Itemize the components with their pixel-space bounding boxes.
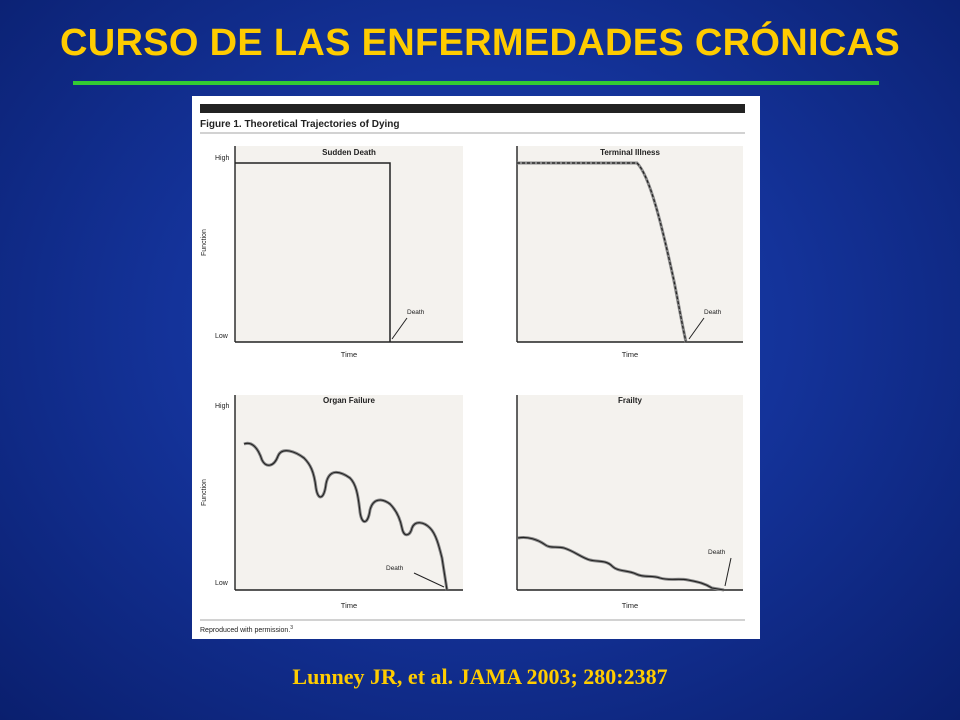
panel-background: [235, 395, 463, 590]
death-label: Death: [704, 309, 722, 316]
y-axis-label: Function: [201, 229, 208, 256]
y-high-label: High: [215, 403, 230, 410]
figure-header-bar: [200, 104, 745, 113]
panel-title: Terminal Illness: [600, 148, 660, 157]
death-label: Death: [386, 565, 404, 572]
panel-title: Frailty: [618, 396, 643, 405]
panel-organ-failure: Organ Failure High Low Function Time Dea…: [201, 395, 463, 610]
death-pointer: [688, 317, 705, 340]
trajectory-line: [517, 536, 725, 591]
y-axis-label: Function: [201, 479, 208, 506]
panel-background: [235, 146, 463, 342]
x-axis-label: Time: [341, 601, 357, 610]
trajectory-line: [235, 162, 391, 342]
x-axis-label: Time: [622, 601, 638, 610]
panel-title: Organ Failure: [323, 396, 376, 405]
panel-frailty: Frailty Time Death: [516, 395, 743, 610]
figure-title: Figure 1. Theoretical Trajectories of Dy…: [200, 119, 400, 130]
trajectory-line: [517, 162, 687, 343]
trajectory-line: [243, 442, 448, 591]
death-pointer: [724, 557, 732, 587]
panel-background: [517, 146, 743, 342]
panel-sudden-death: Sudden Death High Low Function Time Deat…: [201, 146, 463, 359]
slide-title: CURSO DE LAS ENFERMEDADES CRÓNICAS: [60, 22, 900, 64]
y-low-label: Low: [215, 333, 229, 340]
x-axis-label: Time: [341, 350, 357, 359]
figure-image: Figure 1. Theoretical Trajectories of Dy…: [192, 96, 760, 639]
figure-footer: Reproduced with permission.3: [200, 625, 293, 634]
panel-terminal-illness: Terminal Illness Time Death: [516, 146, 743, 359]
death-pointer: [391, 317, 408, 340]
citation: Lunney JR, et al. JAMA 2003; 280:2387: [292, 664, 668, 689]
panel-title: Sudden Death: [322, 148, 376, 157]
figure-svg: Figure 1. Theoretical Trajectories of Dy…: [200, 104, 745, 634]
title-divider: [73, 81, 879, 85]
death-label: Death: [407, 309, 425, 316]
death-pointer: [413, 572, 445, 588]
y-high-label: High: [215, 155, 230, 162]
y-low-label: Low: [215, 580, 229, 587]
death-label: Death: [708, 549, 726, 556]
x-axis-label: Time: [622, 350, 638, 359]
panel-background: [517, 395, 743, 590]
